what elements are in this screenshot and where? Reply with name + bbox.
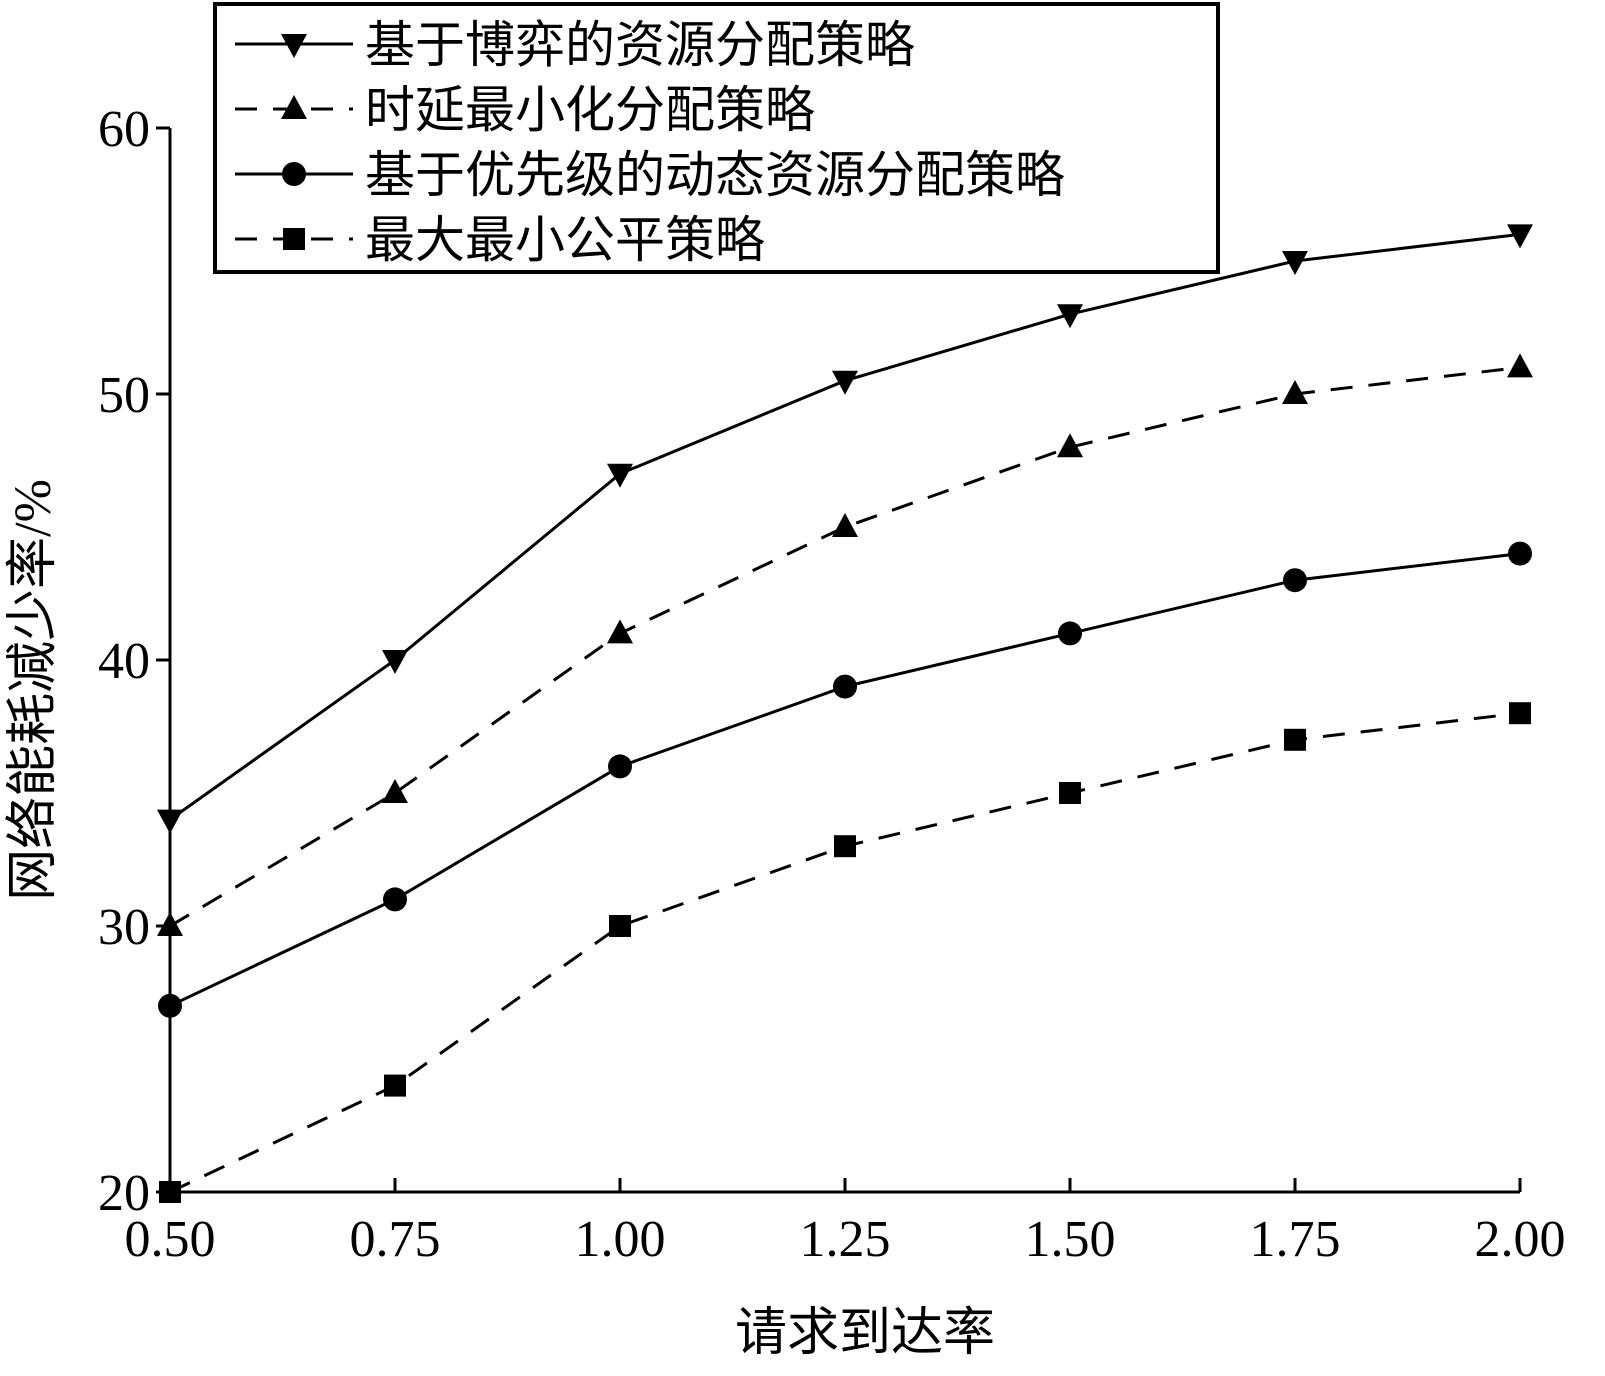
- series-1-point: [1057, 304, 1083, 329]
- y-tick-label: 50: [98, 367, 150, 424]
- x-tick-label: 2.00: [1475, 1211, 1566, 1268]
- y-tick-label: 60: [98, 101, 150, 158]
- series-4-line: [169, 711, 1521, 1194]
- series-3-point: [383, 887, 407, 912]
- legend: 基于博弈的资源分配策略时延最小化分配策略基于优先级的动态资源分配策略最大最小公平…: [213, 2, 1220, 274]
- x-tick-label: 1.00: [575, 1211, 666, 1268]
- series-3-point: [1508, 541, 1532, 566]
- legend-label: 基于博弈的资源分配策略: [365, 17, 915, 73]
- series-3-point: [833, 674, 857, 699]
- series-2-point: [1507, 353, 1533, 378]
- series-4-point: [609, 915, 631, 937]
- y-axis-title: 网络能耗减少率/%: [5, 479, 62, 901]
- plot-series-layer: [157, 224, 1533, 1203]
- legend-marker: [282, 162, 306, 186]
- series-2: [157, 353, 1533, 936]
- x-tick-label: 0.50: [125, 1211, 216, 1268]
- legend-marker: [281, 95, 307, 119]
- series-1-point: [382, 650, 408, 674]
- series-4-point: [384, 1074, 406, 1097]
- series-2-point: [382, 779, 408, 803]
- x-tick-label: 1.75: [1250, 1211, 1341, 1268]
- y-tick-label: 30: [98, 899, 150, 956]
- x-tick-label: 1.50: [1025, 1211, 1116, 1268]
- legend-box: [213, 2, 1220, 274]
- series-4-point: [1059, 782, 1081, 804]
- legend-label: 基于优先级的动态资源分配策略: [365, 147, 1065, 203]
- series-1-point: [832, 370, 858, 395]
- axes-layer: 20 30 40 50 60 0.50 0.75 1.00 1.25 1.50 1.75 2.00: [98, 101, 1566, 1268]
- series-3-point: [1058, 621, 1082, 646]
- series-1-point: [607, 463, 633, 488]
- series-4-point: [1509, 702, 1531, 725]
- series-4-point: [1284, 728, 1306, 751]
- series-3-point: [608, 754, 632, 779]
- series-4-point: [834, 835, 856, 858]
- series-1-point: [1507, 224, 1533, 249]
- series-2-point: [1282, 380, 1308, 404]
- legend-item-4: 最大最小公平策略: [235, 212, 765, 268]
- y-tick-label: 40: [98, 633, 150, 690]
- y-tick-label: 20: [98, 1165, 150, 1222]
- legend-marker: [283, 228, 305, 250]
- series-4: [159, 702, 1531, 1203]
- legend-item-3: 基于优先级的动态资源分配策略: [235, 147, 1065, 203]
- legend-label: 最大最小公平策略: [365, 212, 765, 268]
- x-tick-label: 1.25: [800, 1211, 891, 1268]
- series-2-point: [607, 619, 633, 644]
- legend-item-2: 时延最小化分配策略: [235, 82, 815, 138]
- legend-item-1: 基于博弈的资源分配策略: [235, 17, 915, 73]
- series-2-point: [832, 513, 858, 537]
- x-tick-label: 0.75: [350, 1211, 441, 1268]
- series-3-line: [169, 552, 1521, 1008]
- series-1-point: [1282, 251, 1308, 275]
- series-2-point: [1057, 433, 1083, 458]
- series-3: [158, 541, 1532, 1018]
- legend-marker: [281, 34, 307, 58]
- x-axis-title: 请求到达率: [735, 1305, 995, 1362]
- series-3-point: [1283, 568, 1307, 593]
- legend-label: 时延最小化分配策略: [365, 82, 815, 138]
